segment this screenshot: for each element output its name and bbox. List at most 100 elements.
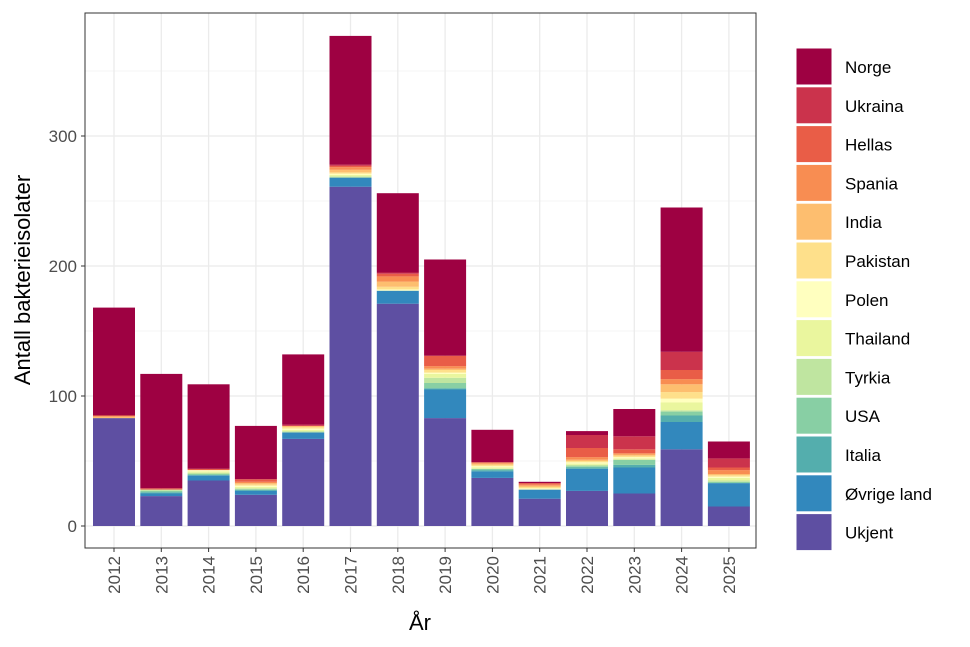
bar-segment-2012-Norge: [93, 307, 135, 416]
bar-segment-2018-Spania: [376, 276, 419, 282]
legend: Norge Ukraina Hellas Spania India Pakistan Pol…: [795, 47, 932, 552]
plot-panel-border: [84, 12, 757, 549]
bar-segment-2024-Norge: [660, 207, 703, 352]
bar-segment-2016-Ukraina: [282, 424, 325, 426]
bar-segment-2023-Spania: [613, 453, 656, 455]
bar-segment-2022-Pakistan: [566, 461, 608, 463]
bar-segment-2014-Thailand: [187, 471, 230, 473]
legend-key-Tyrkia: [795, 357, 833, 396]
bar-segment-2025-Tyrkia: [707, 480, 750, 482]
legend-label: Polen: [845, 291, 888, 310]
bar-segment-2017-India: [329, 169, 372, 173]
bar-segment-2022-Ukjent: [566, 490, 608, 526]
bar-segment-2022-India: [566, 459, 608, 461]
legend-label: Tyrkia: [845, 368, 891, 387]
bar-segment-2015-Øvrige land: [234, 490, 277, 495]
bar-segment-2024-Spania: [660, 379, 703, 385]
legend-key-Norge: [795, 47, 833, 86]
bar-segment-2020-Polen: [471, 466, 514, 468]
bar-segment-2024-Hellas: [660, 370, 703, 380]
legend-key-Italia: [795, 435, 833, 474]
bar-segment-2019-Ukjent: [424, 418, 467, 526]
bar-segment-2019-Italia: [424, 388, 467, 390]
bar-segment-2024-USA: [660, 411, 703, 416]
bar-segment-2019-India: [424, 368, 467, 370]
bar-segment-2020-Øvrige land: [471, 471, 514, 478]
y-tick-label: 0: [68, 517, 77, 536]
bar-segment-2020-Pakistan: [471, 464, 514, 467]
y-tick-label: 100: [49, 387, 77, 406]
y-tick-label: 300: [49, 127, 77, 146]
bar-segment-2023-Polen: [613, 457, 656, 459]
bar-segment-2013-Tyrkia: [140, 489, 183, 491]
legend-label: Norge: [845, 58, 891, 77]
bar-segment-2015-Tyrkia: [234, 488, 277, 490]
bar-segment-2013-Øvrige land: [140, 493, 183, 497]
bar-segment-2022-USA: [566, 466, 608, 468]
bar-segment-2016-Thailand: [282, 429, 325, 432]
bar-segment-2022-Italia: [566, 467, 608, 469]
bar-segment-2018-Hellas: [376, 273, 419, 277]
bar-segment-2012-India: [93, 416, 135, 419]
bar-segment-2015-Italia: [234, 489, 277, 491]
legend-key-India: [795, 202, 833, 241]
x-axis: 2012 2013 2014 2015 2016 2017 2018 2019 2020 2021…: [105, 548, 739, 594]
bar-segment-2016-Pakistan: [282, 427, 325, 429]
bar-segment-2016-India: [282, 425, 325, 428]
bar-segment-2013-Italia: [140, 492, 183, 494]
bar-segment-2016-Norge: [282, 354, 325, 425]
bar-segment-2019-Norge: [424, 259, 467, 356]
bar-segment-2025-Pakistan: [707, 475, 750, 477]
x-tick-label: 2017: [342, 556, 361, 594]
legend-key-Øvrige land: [795, 474, 833, 513]
bar-segment-2013-Hellas: [140, 488, 183, 490]
bar-segment-2025-Ukraina: [707, 458, 750, 468]
y-axis: 0 100 200 300: [49, 127, 85, 536]
bar-segment-2022-Tyrkia: [566, 464, 608, 467]
x-tick-label: 2016: [294, 556, 313, 594]
bar-segment-2019-USA: [424, 383, 467, 389]
bar-segment-2018-Polen: [376, 289, 419, 291]
bar-segment-2021-Spania: [518, 484, 561, 486]
bars: [93, 35, 750, 526]
bar-segment-2021-Pakistan: [518, 487, 561, 489]
bar-segment-2024-Ukjent: [660, 449, 703, 526]
bar-segment-2018-Ukjent: [376, 303, 419, 526]
bar-segment-2022-Spania: [566, 457, 608, 460]
grid: [85, 13, 756, 548]
bar-segment-2012-Ukjent: [93, 418, 135, 526]
bar-segment-2013-Ukjent: [140, 496, 183, 526]
bar-segment-2019-Hellas: [424, 355, 467, 367]
bar-segment-2023-Hellas: [613, 449, 656, 454]
bar-segment-2025-Øvrige land: [707, 483, 750, 507]
bar-segment-2017-Ukraina: [329, 164, 372, 166]
bar-segment-2016-Ukjent: [282, 438, 325, 526]
bar-segment-2018-Ukraina: [376, 272, 419, 274]
bar-segment-2022-Norge: [566, 431, 608, 435]
x-tick-label: 2020: [483, 556, 502, 594]
bar-segment-2017-Pakistan: [329, 172, 372, 174]
x-axis-label: År: [409, 610, 431, 635]
legend-key-Pakistan: [795, 241, 833, 280]
bar-segment-2022-Thailand: [566, 463, 608, 465]
bar-segment-2019-Thailand: [424, 373, 467, 378]
bar-segment-2024-Polen: [660, 398, 703, 403]
bar-segment-2015-Thailand: [234, 487, 277, 489]
bar-segment-2021-Hellas: [518, 483, 561, 485]
legend-key-Thailand: [795, 319, 833, 358]
bar-segment-2025-Hellas: [707, 467, 750, 471]
bar-segment-2017-Spania: [329, 167, 372, 170]
bar-segment-2021-Polen: [518, 488, 561, 490]
x-tick-label: 2013: [152, 556, 171, 594]
bar-segment-2025-Norge: [707, 441, 750, 459]
x-tick-label: 2025: [720, 556, 739, 594]
bar-segment-2017-Tyrkia: [329, 176, 372, 178]
bar-segment-2015-India: [234, 483, 277, 485]
legend-label: Pakistan: [845, 252, 910, 271]
bar-segment-2021-Øvrige land: [518, 489, 561, 499]
x-tick-label: 2021: [531, 556, 550, 594]
legend-key-Hellas: [795, 125, 833, 164]
bar-segment-2017-Thailand: [329, 175, 372, 177]
bar-segment-2019-Tyrkia: [424, 377, 467, 383]
bar-segment-2025-Spania: [707, 470, 750, 474]
